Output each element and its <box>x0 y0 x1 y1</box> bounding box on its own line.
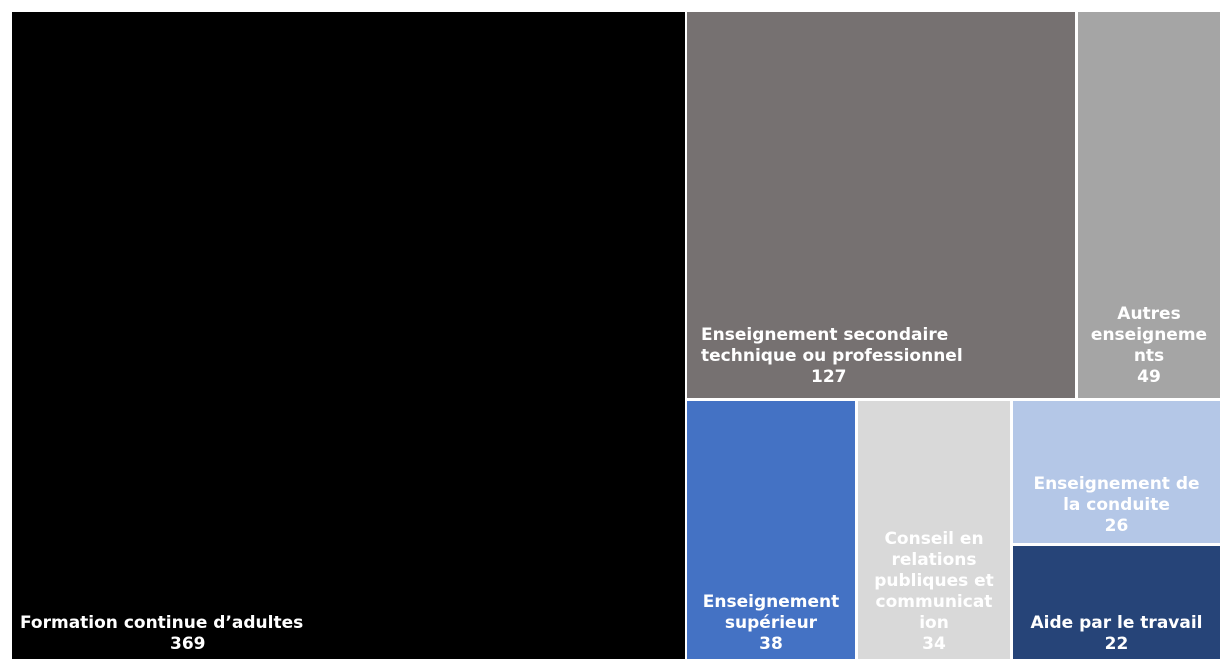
cell-autres-enseignements: Autres enseigneme nts 49 <box>1078 12 1220 398</box>
cell-value-label: 22 <box>1104 634 1129 654</box>
cell-label: Enseignement secondaire technique ou pro… <box>701 325 1061 388</box>
cell-value-label: 49 <box>1137 367 1161 387</box>
cell-category-label: Enseignement de la conduite <box>1033 474 1200 515</box>
cell-enseignement-superieur: Enseignement supérieur 38 <box>687 401 855 659</box>
cell-label: Aide par le travail 22 <box>1013 613 1220 655</box>
cell-aide-travail: Aide par le travail 22 <box>1013 546 1220 659</box>
cell-conseil-relations-publiques: Conseil en relations publiques et commun… <box>858 401 1010 659</box>
cell-value-label: 38 <box>759 634 783 654</box>
cell-label: Formation continue d’adultes 369 <box>20 613 620 655</box>
cell-label: Conseil en relations publiques et commun… <box>858 529 1010 655</box>
cell-value-label: 369 <box>170 634 206 654</box>
cell-category-label: Enseignement secondaire technique ou pro… <box>701 325 963 366</box>
cell-label: Enseignement de la conduite 26 <box>1013 474 1220 537</box>
cell-enseignement-secondaire: Enseignement secondaire technique ou pro… <box>687 12 1075 398</box>
cell-category-label: Conseil en relations publiques et commun… <box>874 529 994 633</box>
cell-value-label: 34 <box>922 634 946 654</box>
cell-value-label: 26 <box>1104 516 1129 536</box>
cell-category-label: Aide par le travail <box>1030 613 1203 633</box>
cell-category-label: Autres enseigneme nts <box>1090 304 1208 366</box>
cell-label: Enseignement supérieur 38 <box>687 592 855 655</box>
cell-label: Autres enseigneme nts 49 <box>1078 304 1220 388</box>
cell-enseignement-conduite: Enseignement de la conduite 26 <box>1013 401 1220 543</box>
cell-category-label: Enseignement supérieur <box>702 592 840 633</box>
cell-category-label: Formation continue d’adultes <box>20 613 304 633</box>
cell-value-label: 127 <box>811 367 847 387</box>
cell-formation-continue: Formation continue d’adultes 369 <box>12 12 685 659</box>
